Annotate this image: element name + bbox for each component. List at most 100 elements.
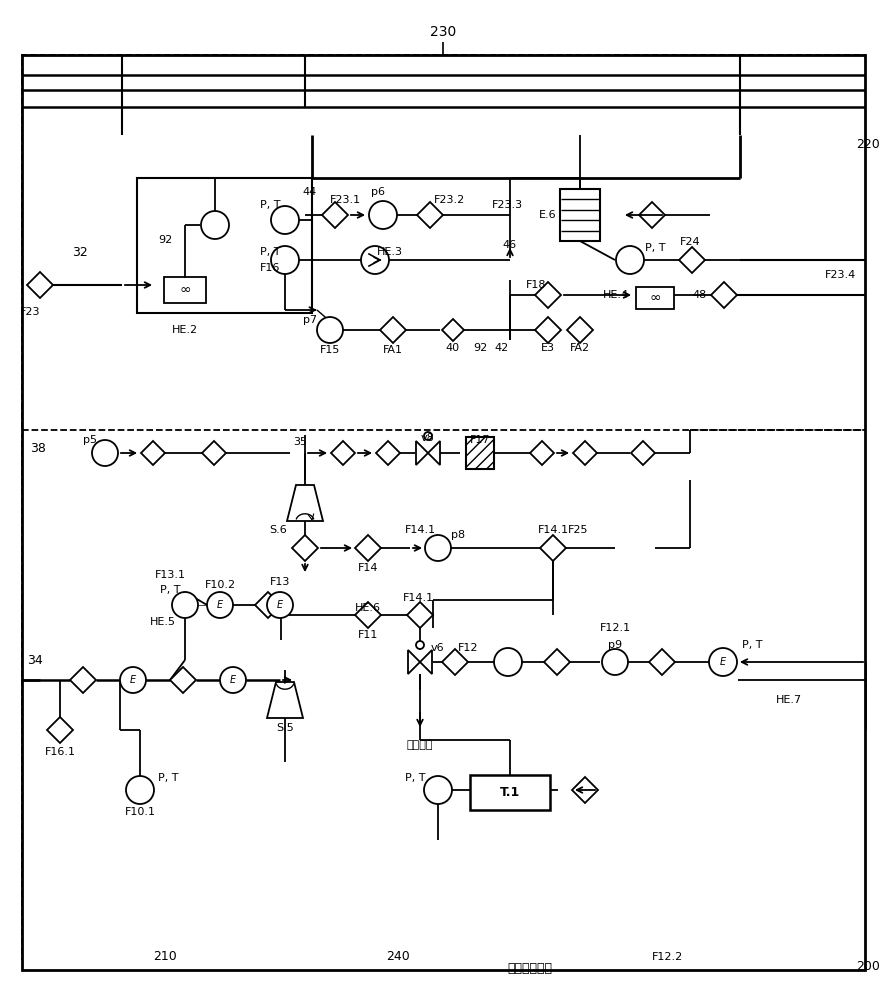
Circle shape (271, 246, 299, 274)
Polygon shape (267, 682, 303, 718)
Text: E.6: E.6 (539, 210, 556, 220)
Circle shape (424, 535, 450, 561)
Text: 240: 240 (385, 950, 409, 964)
Text: 200: 200 (855, 960, 879, 974)
Text: 34: 34 (27, 654, 43, 666)
Text: p9: p9 (607, 640, 621, 650)
Text: ∞: ∞ (649, 291, 660, 305)
Text: 44: 44 (302, 187, 317, 197)
Circle shape (267, 592, 292, 618)
Text: E3: E3 (540, 343, 555, 353)
Text: F23: F23 (19, 307, 40, 317)
Text: F14.1: F14.1 (537, 525, 568, 535)
Polygon shape (416, 202, 442, 228)
Text: 42: 42 (494, 343, 509, 353)
Circle shape (271, 206, 299, 234)
Circle shape (126, 776, 154, 804)
Text: p6: p6 (370, 187, 385, 197)
Text: P, T: P, T (260, 200, 280, 210)
Text: F23.3: F23.3 (491, 200, 522, 210)
Text: v6: v6 (430, 643, 443, 653)
Polygon shape (679, 247, 704, 273)
Circle shape (708, 648, 736, 676)
Text: F23.1: F23.1 (329, 195, 360, 205)
Polygon shape (376, 441, 400, 465)
Text: v8: v8 (421, 433, 434, 443)
Text: HE.7: HE.7 (775, 695, 801, 705)
Text: F23.4: F23.4 (824, 270, 855, 280)
Text: F10.2: F10.2 (204, 580, 236, 590)
Bar (136, 178, 312, 313)
Text: F13.1: F13.1 (154, 570, 185, 580)
Text: FA2: FA2 (570, 343, 589, 353)
Text: F16: F16 (260, 263, 280, 273)
Bar (22, 55, 864, 135)
Text: p7: p7 (303, 315, 316, 325)
Text: 92: 92 (158, 235, 172, 245)
Text: 38: 38 (30, 442, 46, 454)
Polygon shape (540, 535, 565, 561)
Text: S.6: S.6 (268, 525, 286, 535)
Circle shape (172, 592, 198, 618)
Text: 40: 40 (446, 343, 460, 353)
Polygon shape (27, 272, 53, 298)
Polygon shape (572, 441, 596, 465)
Text: F17: F17 (470, 435, 490, 445)
Text: F24: F24 (679, 237, 700, 247)
Polygon shape (711, 282, 736, 308)
Text: P, T: P, T (158, 773, 178, 783)
Text: HE.2: HE.2 (172, 325, 198, 335)
Text: F11: F11 (357, 630, 377, 640)
Text: HE.6: HE.6 (354, 603, 381, 613)
Polygon shape (534, 282, 560, 308)
Polygon shape (441, 649, 468, 675)
Polygon shape (170, 667, 196, 693)
Text: F18: F18 (525, 280, 546, 290)
Text: 不合格物: 不合格物 (407, 740, 432, 750)
Text: 230: 230 (430, 25, 455, 39)
Bar (307, 435, 854, 960)
Text: 48: 48 (692, 290, 706, 300)
Polygon shape (287, 485, 323, 521)
Text: FA1: FA1 (383, 345, 402, 355)
Polygon shape (571, 777, 597, 803)
Circle shape (494, 648, 522, 676)
Bar (559, 189, 599, 241)
Text: 92: 92 (472, 343, 486, 353)
Circle shape (361, 246, 389, 274)
Text: F12.2: F12.2 (651, 952, 683, 962)
Text: 46: 46 (502, 240, 517, 250)
Polygon shape (530, 441, 554, 465)
Text: F14: F14 (357, 563, 377, 573)
Text: 210: 210 (153, 950, 176, 964)
Polygon shape (379, 317, 406, 343)
Polygon shape (428, 441, 439, 465)
Circle shape (602, 649, 627, 675)
Circle shape (201, 211, 229, 239)
Circle shape (220, 667, 245, 693)
Text: 220: 220 (855, 138, 879, 151)
Text: F15: F15 (320, 345, 340, 355)
Polygon shape (141, 441, 165, 465)
Circle shape (615, 246, 643, 274)
Text: F23.2: F23.2 (434, 195, 465, 205)
Polygon shape (70, 667, 96, 693)
Text: 35: 35 (292, 437, 307, 447)
Polygon shape (291, 535, 318, 561)
Text: HE.3: HE.3 (377, 247, 402, 257)
Text: F13: F13 (269, 577, 290, 587)
Text: E: E (276, 600, 283, 610)
Polygon shape (408, 650, 420, 674)
Polygon shape (47, 717, 73, 743)
Polygon shape (543, 649, 570, 675)
Text: P, T: P, T (741, 640, 761, 650)
Bar (22, 135, 864, 430)
Polygon shape (420, 650, 431, 674)
Text: P, T: P, T (159, 585, 180, 595)
Bar (635, 287, 673, 309)
Circle shape (424, 776, 452, 804)
Text: 32: 32 (72, 245, 88, 258)
Polygon shape (416, 441, 428, 465)
Text: F14.1: F14.1 (404, 525, 435, 535)
Text: 油和液氢容器: 油和液氢容器 (507, 962, 552, 974)
